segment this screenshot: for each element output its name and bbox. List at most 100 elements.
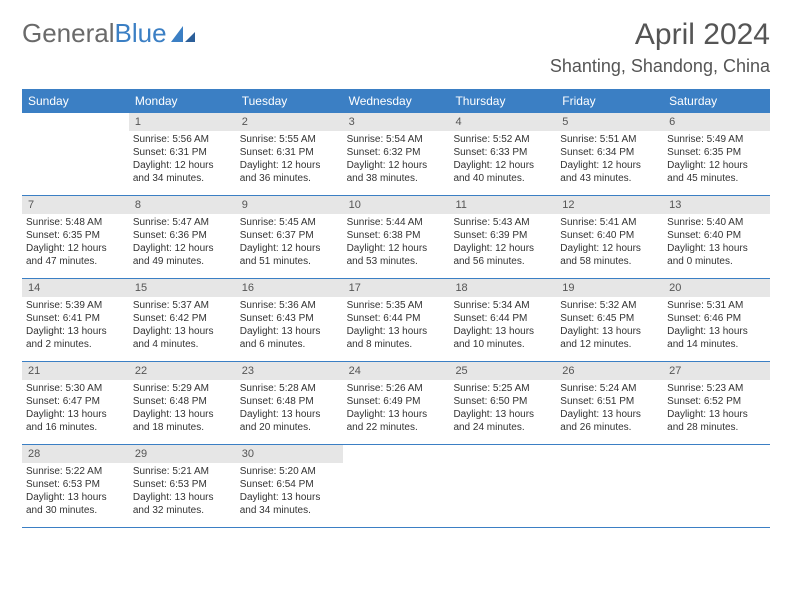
- weekday-header: Friday: [556, 89, 663, 113]
- day-body: Sunrise: 5:26 AMSunset: 6:49 PMDaylight:…: [343, 380, 450, 438]
- daylight-text-1: Daylight: 13 hours: [453, 408, 552, 421]
- daylight-text-1: Daylight: 12 hours: [560, 159, 659, 172]
- day-body: Sunrise: 5:22 AMSunset: 6:53 PMDaylight:…: [22, 463, 129, 521]
- sunset-text: Sunset: 6:43 PM: [240, 312, 339, 325]
- daylight-text-1: Daylight: 13 hours: [133, 491, 232, 504]
- calendar-day: 22Sunrise: 5:29 AMSunset: 6:48 PMDayligh…: [129, 362, 236, 444]
- day-number: 5: [556, 113, 663, 131]
- sunset-text: Sunset: 6:51 PM: [560, 395, 659, 408]
- sunset-text: Sunset: 6:33 PM: [453, 146, 552, 159]
- daylight-text-1: Daylight: 13 hours: [347, 325, 446, 338]
- sunset-text: Sunset: 6:46 PM: [667, 312, 766, 325]
- day-number: 8: [129, 196, 236, 214]
- daylight-text-1: Daylight: 13 hours: [347, 408, 446, 421]
- calendar-week: 1Sunrise: 5:56 AMSunset: 6:31 PMDaylight…: [22, 113, 770, 196]
- sunrise-text: Sunrise: 5:23 AM: [667, 382, 766, 395]
- daylight-text-1: Daylight: 12 hours: [347, 159, 446, 172]
- sunset-text: Sunset: 6:45 PM: [560, 312, 659, 325]
- daylight-text-1: Daylight: 13 hours: [667, 242, 766, 255]
- day-body: Sunrise: 5:31 AMSunset: 6:46 PMDaylight:…: [663, 297, 770, 355]
- day-number: 17: [343, 279, 450, 297]
- day-number: 7: [22, 196, 129, 214]
- sunset-text: Sunset: 6:34 PM: [560, 146, 659, 159]
- calendar-header-row: Sunday Monday Tuesday Wednesday Thursday…: [22, 89, 770, 113]
- daylight-text-2: and 4 minutes.: [133, 338, 232, 351]
- calendar-day: 15Sunrise: 5:37 AMSunset: 6:42 PMDayligh…: [129, 279, 236, 361]
- day-body: Sunrise: 5:40 AMSunset: 6:40 PMDaylight:…: [663, 214, 770, 272]
- calendar: Sunday Monday Tuesday Wednesday Thursday…: [22, 89, 770, 528]
- daylight-text-2: and 2 minutes.: [26, 338, 125, 351]
- sunset-text: Sunset: 6:44 PM: [453, 312, 552, 325]
- sunset-text: Sunset: 6:42 PM: [133, 312, 232, 325]
- month-title: April 2024: [550, 18, 770, 52]
- day-body: Sunrise: 5:49 AMSunset: 6:35 PMDaylight:…: [663, 131, 770, 189]
- calendar-day: 10Sunrise: 5:44 AMSunset: 6:38 PMDayligh…: [343, 196, 450, 278]
- daylight-text-1: Daylight: 13 hours: [26, 491, 125, 504]
- day-number: 23: [236, 362, 343, 380]
- calendar-day: [663, 445, 770, 527]
- title-block: April 2024 Shanting, Shandong, China: [550, 18, 770, 77]
- day-number: 16: [236, 279, 343, 297]
- day-number: 9: [236, 196, 343, 214]
- daylight-text-2: and 10 minutes.: [453, 338, 552, 351]
- day-number: 3: [343, 113, 450, 131]
- calendar-day: 7Sunrise: 5:48 AMSunset: 6:35 PMDaylight…: [22, 196, 129, 278]
- logo-text-2: Blue: [115, 18, 167, 49]
- sunrise-text: Sunrise: 5:40 AM: [667, 216, 766, 229]
- sunrise-text: Sunrise: 5:28 AM: [240, 382, 339, 395]
- sunset-text: Sunset: 6:35 PM: [667, 146, 766, 159]
- daylight-text-2: and 43 minutes.: [560, 172, 659, 185]
- calendar-day: 3Sunrise: 5:54 AMSunset: 6:32 PMDaylight…: [343, 113, 450, 195]
- daylight-text-1: Daylight: 12 hours: [240, 242, 339, 255]
- day-body: Sunrise: 5:43 AMSunset: 6:39 PMDaylight:…: [449, 214, 556, 272]
- weekday-header: Tuesday: [236, 89, 343, 113]
- sunrise-text: Sunrise: 5:34 AM: [453, 299, 552, 312]
- daylight-text-1: Daylight: 12 hours: [453, 159, 552, 172]
- day-body: Sunrise: 5:23 AMSunset: 6:52 PMDaylight:…: [663, 380, 770, 438]
- sunset-text: Sunset: 6:41 PM: [26, 312, 125, 325]
- calendar-day: 19Sunrise: 5:32 AMSunset: 6:45 PMDayligh…: [556, 279, 663, 361]
- day-body: Sunrise: 5:44 AMSunset: 6:38 PMDaylight:…: [343, 214, 450, 272]
- daylight-text-2: and 38 minutes.: [347, 172, 446, 185]
- day-number: 13: [663, 196, 770, 214]
- calendar-day: 5Sunrise: 5:51 AMSunset: 6:34 PMDaylight…: [556, 113, 663, 195]
- calendar-week: 21Sunrise: 5:30 AMSunset: 6:47 PMDayligh…: [22, 362, 770, 445]
- daylight-text-1: Daylight: 13 hours: [240, 491, 339, 504]
- daylight-text-1: Daylight: 13 hours: [240, 408, 339, 421]
- calendar-day: 12Sunrise: 5:41 AMSunset: 6:40 PMDayligh…: [556, 196, 663, 278]
- calendar-weeks: 1Sunrise: 5:56 AMSunset: 6:31 PMDaylight…: [22, 113, 770, 528]
- day-number: 19: [556, 279, 663, 297]
- daylight-text-2: and 58 minutes.: [560, 255, 659, 268]
- logo-sail-icon: [169, 24, 197, 44]
- calendar-week: 7Sunrise: 5:48 AMSunset: 6:35 PMDaylight…: [22, 196, 770, 279]
- day-body: Sunrise: 5:29 AMSunset: 6:48 PMDaylight:…: [129, 380, 236, 438]
- calendar-day: 30Sunrise: 5:20 AMSunset: 6:54 PMDayligh…: [236, 445, 343, 527]
- calendar-day: 2Sunrise: 5:55 AMSunset: 6:31 PMDaylight…: [236, 113, 343, 195]
- daylight-text-2: and 45 minutes.: [667, 172, 766, 185]
- day-number: 27: [663, 362, 770, 380]
- day-number: 4: [449, 113, 556, 131]
- sunrise-text: Sunrise: 5:56 AM: [133, 133, 232, 146]
- day-body: Sunrise: 5:20 AMSunset: 6:54 PMDaylight:…: [236, 463, 343, 521]
- day-body: Sunrise: 5:54 AMSunset: 6:32 PMDaylight:…: [343, 131, 450, 189]
- calendar-day: 24Sunrise: 5:26 AMSunset: 6:49 PMDayligh…: [343, 362, 450, 444]
- sunrise-text: Sunrise: 5:44 AM: [347, 216, 446, 229]
- day-number: 18: [449, 279, 556, 297]
- logo: GeneralBlue: [22, 18, 197, 49]
- calendar-day: [556, 445, 663, 527]
- weekday-header: Monday: [129, 89, 236, 113]
- day-number: 2: [236, 113, 343, 131]
- sunset-text: Sunset: 6:53 PM: [133, 478, 232, 491]
- sunset-text: Sunset: 6:48 PM: [240, 395, 339, 408]
- daylight-text-1: Daylight: 12 hours: [240, 159, 339, 172]
- daylight-text-2: and 34 minutes.: [133, 172, 232, 185]
- sunset-text: Sunset: 6:35 PM: [26, 229, 125, 242]
- daylight-text-2: and 24 minutes.: [453, 421, 552, 434]
- calendar-day: 4Sunrise: 5:52 AMSunset: 6:33 PMDaylight…: [449, 113, 556, 195]
- day-number: 29: [129, 445, 236, 463]
- sunrise-text: Sunrise: 5:24 AM: [560, 382, 659, 395]
- daylight-text-2: and 18 minutes.: [133, 421, 232, 434]
- calendar-week: 28Sunrise: 5:22 AMSunset: 6:53 PMDayligh…: [22, 445, 770, 528]
- calendar-day: 16Sunrise: 5:36 AMSunset: 6:43 PMDayligh…: [236, 279, 343, 361]
- day-number: 12: [556, 196, 663, 214]
